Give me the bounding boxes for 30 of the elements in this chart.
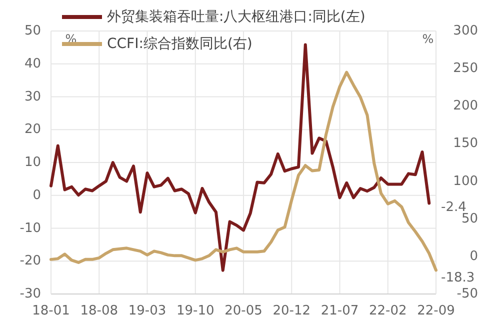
y-tick-label: -10 <box>20 220 41 236</box>
y2-tick-label: 0 <box>470 248 478 264</box>
x-tick-label: 18-08 <box>80 304 118 318</box>
y2-axis-title: % <box>422 32 434 46</box>
y-tick-label: -30 <box>20 286 41 302</box>
x-tick-label: 20-05 <box>224 304 262 318</box>
y-tick-label: 20 <box>24 122 41 138</box>
y2-tick-label: -50 <box>456 286 478 302</box>
y2-tick-label: 150 <box>453 136 478 152</box>
x-tick-label: 19-03 <box>128 304 166 318</box>
y2-tick-label: 300 <box>453 24 478 38</box>
y2-tick-label: 100 <box>453 174 478 189</box>
y2-tick-label: 200 <box>453 98 478 114</box>
y2-tick-label: 250 <box>453 61 478 76</box>
x-tick-label: 22-09 <box>417 304 455 318</box>
x-tick-label: 22-02 <box>368 304 407 318</box>
legend-label: CCFI:综合指数同比(右) <box>107 36 252 52</box>
legend-label: 外贸集装箱吞吐量:八大枢纽港口:同比(左) <box>107 9 366 25</box>
x-tick-label: 19-10 <box>176 304 214 318</box>
data-label: -18.3 <box>441 270 475 286</box>
y2-tick-label: 50 <box>461 211 478 226</box>
y-tick-label: 50 <box>24 24 41 38</box>
y-tick-label: 0 <box>32 188 41 203</box>
y-tick-label: 30 <box>24 89 41 104</box>
x-tick-label: 20-12 <box>272 304 311 318</box>
y-tick-label: 40 <box>24 56 41 72</box>
y-tick-label: 10 <box>24 155 41 170</box>
y-tick-label: -20 <box>20 254 41 269</box>
x-tick-label: 21-07 <box>320 304 359 318</box>
x-tick-label: 18-01 <box>32 304 70 318</box>
